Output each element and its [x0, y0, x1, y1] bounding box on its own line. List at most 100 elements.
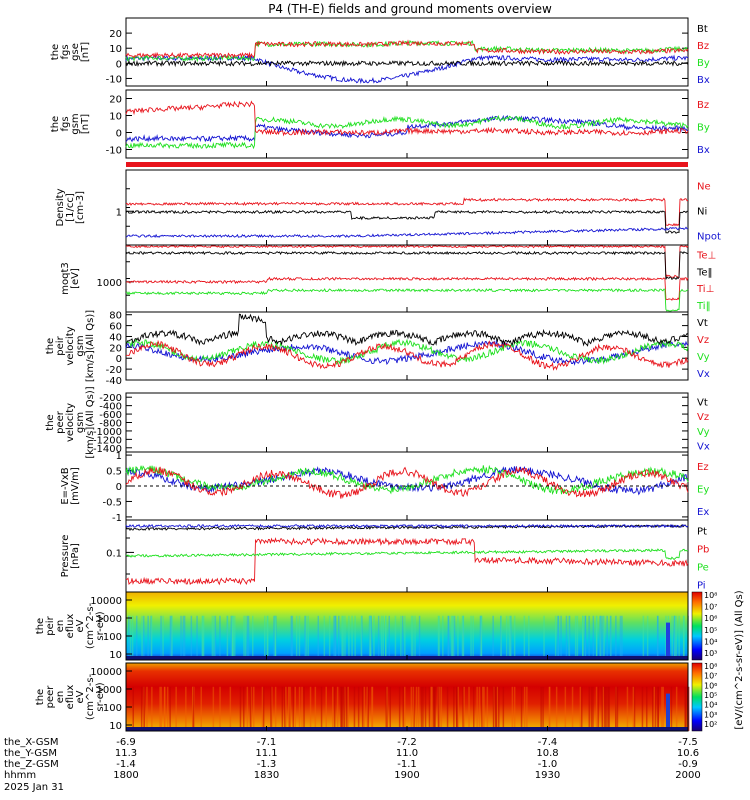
ylabel-line: eV: [75, 690, 86, 703]
series-line-Bz: [125, 100, 689, 137]
spectrogram-streak: [616, 686, 619, 731]
spectrogram-streak: [600, 615, 602, 660]
spectrogram-streak: [665, 615, 667, 660]
time-tick-value: -0.9: [678, 759, 698, 770]
spectrogram-streak: [271, 686, 273, 731]
spectrogram-streak: [595, 615, 598, 660]
spectrogram-streak: [479, 615, 482, 660]
ylabel-line: Pressure: [60, 535, 71, 578]
spectrogram-streak: [377, 615, 380, 660]
spectrogram-streak: [602, 686, 604, 731]
spectrogram-streak: [615, 615, 617, 660]
series-line-Ne: [125, 197, 689, 227]
spectrogram-streak: [401, 615, 404, 660]
spectrogram-streak: [146, 686, 148, 731]
spectrogram-streak: [476, 686, 478, 731]
spectrogram-streak: [371, 686, 374, 731]
ylabel-line: peer: [45, 685, 56, 709]
spectrogram-streak: [486, 686, 489, 731]
ylabel-line: en: [55, 691, 66, 704]
spectrogram-streak: [653, 686, 656, 731]
ylabel-line: [nT]: [80, 42, 91, 62]
legend-Vt: Vt: [697, 318, 708, 329]
time-tick-value: 11.1: [255, 748, 277, 759]
spectrogram-streak: [143, 686, 145, 731]
ytick-label: 0: [116, 482, 122, 493]
time-tick-value: -1.0: [538, 759, 558, 770]
spectrogram-streak: [682, 615, 685, 660]
spectrogram-streak: [420, 686, 423, 731]
spectrogram-streak: [196, 615, 198, 660]
series-line-Vt: [125, 313, 689, 347]
series-line-Bx: [125, 54, 689, 85]
ylabel-line: eV: [75, 619, 86, 632]
spectrogram-streak: [412, 686, 415, 731]
ytick-label: -1200: [93, 435, 122, 446]
legend-Vy: Vy: [697, 427, 710, 438]
time-tick-value: -1.1: [397, 759, 417, 770]
spectrogram-streak: [342, 615, 344, 660]
spectrogram-streak: [353, 686, 356, 731]
spectrogram-streak: [642, 615, 645, 660]
spectrogram-streak: [289, 686, 291, 731]
spectrogram-streak: [363, 686, 366, 731]
spectrogram-streak: [151, 686, 153, 731]
spectrogram-streak: [646, 686, 648, 731]
spectrogram-streak: [398, 686, 401, 731]
spectrogram-streak: [247, 615, 250, 660]
spectrogram-streak: [347, 686, 349, 731]
ylabel-line: [eV]: [70, 268, 81, 289]
legend-Vx: Vx: [697, 442, 710, 453]
spectrogram-event: [666, 622, 670, 660]
spectrogram-streak: [150, 615, 153, 660]
spectrogram-streak: [422, 686, 424, 731]
spectrogram-streak: [404, 686, 406, 731]
spectrogram-streak: [549, 686, 551, 731]
spectrogram-streak: [495, 686, 497, 731]
spectrogram-streak: [450, 615, 453, 660]
series-line-Tipar: [125, 288, 689, 312]
series-line-Pi: [125, 523, 689, 529]
spectrogram-streak: [294, 686, 296, 731]
colorbar-tick: 10⁶: [704, 681, 717, 690]
spectrogram-streak: [338, 615, 340, 660]
spectrogram-streak: [500, 615, 502, 660]
spectrogram-streak: [229, 686, 232, 731]
panel-5: the peir velocity gsm [km/s](All Qs)] 8060402…: [45, 310, 710, 387]
ytick-label: 80: [109, 311, 122, 322]
spectrogram-streak: [565, 615, 568, 660]
spectrogram-streak: [462, 615, 465, 660]
ytick-label: 60: [109, 322, 122, 333]
spectrogram-streak: [418, 615, 421, 660]
spectrogram-streak: [582, 615, 584, 660]
time-row-label: 2025 Jan 31: [4, 782, 64, 793]
time-tick-value: 11.3: [115, 748, 137, 759]
spectrogram-streak: [417, 686, 420, 731]
spectrogram-streak: [482, 686, 484, 731]
time-row-label: hhmm: [4, 770, 36, 781]
ytick-label: 0: [116, 129, 122, 140]
ylabel-line: the: [50, 116, 61, 132]
time-row-label: the_Y-GSM: [4, 748, 57, 759]
ytick-label: 10: [109, 44, 122, 55]
spectrogram-streak: [438, 686, 441, 731]
colorbar-tick: 10⁴: [704, 637, 717, 646]
series-line-Pb: [125, 537, 689, 586]
series-line-Vz: [125, 339, 689, 371]
ytick-label: -1400: [93, 444, 122, 455]
colorbar-tick: 10⁴: [704, 701, 717, 710]
legend-Bx: Bx: [697, 145, 710, 156]
colorbar-tick: 10³: [704, 649, 717, 658]
ylabel-line: the: [45, 414, 56, 430]
ytick-label: -20: [106, 365, 122, 376]
spectrogram-streak: [652, 686, 654, 731]
spectrogram-streak: [492, 686, 495, 731]
spectrogram-streak: [141, 615, 143, 660]
spectrogram-streak: [243, 686, 245, 731]
ytick-label: -10: [106, 74, 122, 85]
spectrogram-streak: [274, 686, 277, 731]
spectrogram-streak: [244, 615, 247, 660]
spectrogram-streak: [159, 686, 161, 731]
spectrogram-streak: [246, 615, 249, 660]
spectrogram-streak: [412, 615, 414, 660]
